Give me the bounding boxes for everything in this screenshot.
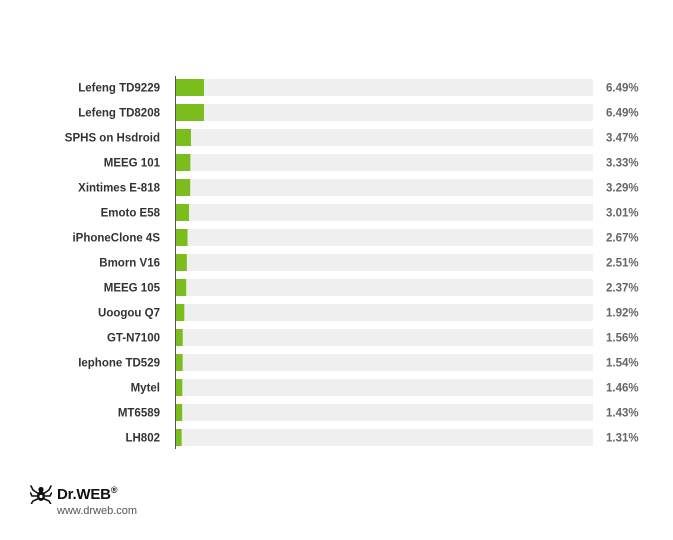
value-label: 1.46%: [606, 383, 639, 395]
bar: [176, 304, 185, 321]
category-label: Mytel: [131, 383, 160, 395]
category-label: MEEG 101: [104, 158, 161, 170]
category-label: Lefeng TD9229: [78, 83, 160, 95]
value-label: 2.67%: [606, 233, 639, 245]
bar: [176, 329, 183, 346]
bar-track: [176, 204, 593, 221]
category-label: SPHS on Hsdroid: [65, 133, 160, 145]
value-label: 1.92%: [606, 308, 639, 320]
category-label: MT6589: [118, 408, 160, 420]
category-label: Xintimes E-818: [78, 183, 160, 195]
value-label: 1.31%: [606, 433, 639, 445]
bar-track: [176, 129, 593, 146]
value-label: 3.47%: [606, 133, 639, 145]
bar-track: [176, 179, 593, 196]
value-label: 6.49%: [606, 83, 639, 95]
bar-track: [176, 279, 593, 296]
category-label: Uoogou Q7: [98, 308, 160, 320]
value-label: 6.49%: [606, 108, 639, 120]
bar: [176, 379, 183, 396]
bar: [176, 354, 183, 371]
bar-track: [176, 229, 593, 246]
bar-track: [176, 154, 593, 171]
bar-track: [176, 329, 593, 346]
bar: [176, 154, 191, 171]
category-label: Bmorn V16: [99, 258, 160, 270]
brand-name: Dr.WEB®: [57, 485, 118, 503]
bar: [176, 404, 183, 421]
value-labels: 6.49% 6.49% 3.47% 3.33% 3.29% 3.01% 2.67% 2.51%…: [606, 83, 639, 445]
value-label: 2.51%: [606, 258, 639, 270]
bar: [176, 229, 188, 246]
bar-track: [176, 79, 593, 96]
brand-url: www.drweb.com: [57, 505, 138, 517]
bar: [176, 254, 187, 271]
bar: [176, 104, 204, 121]
category-label: Iephone TD529: [78, 358, 160, 370]
bar: [176, 79, 204, 96]
value-label: 3.33%: [606, 158, 639, 170]
value-label: 1.54%: [606, 358, 639, 370]
category-label: Lefeng TD8208: [78, 108, 160, 120]
bar-track: [176, 104, 593, 121]
category-label: MEEG 105: [104, 283, 161, 295]
bar-track: [176, 254, 593, 271]
value-label: 2.37%: [606, 283, 639, 295]
bar: [176, 129, 191, 146]
bars: [176, 79, 204, 446]
drweb-logo: Dr.WEB®: [30, 484, 117, 504]
bar: [176, 179, 191, 196]
bar-tracks: [176, 79, 593, 446]
value-label: 3.29%: [606, 183, 639, 195]
category-label: LH802: [125, 433, 160, 445]
value-label: 1.56%: [606, 333, 639, 345]
value-label: 3.01%: [606, 208, 639, 220]
bar-track: [176, 404, 593, 421]
spider-icon: [30, 485, 52, 504]
bar: [176, 279, 187, 296]
bar: [176, 204, 189, 221]
category-labels: Lefeng TD9229 Lefeng TD8208 SPHS on Hsdroi…: [65, 83, 161, 445]
bar-track: [176, 379, 593, 396]
category-label: iPhoneClone 4S: [72, 233, 160, 245]
bar-track: [176, 429, 593, 446]
bar-track: [176, 304, 593, 321]
category-label: Emoto E58: [101, 208, 161, 220]
bar: [176, 429, 182, 446]
value-label: 1.43%: [606, 408, 639, 420]
category-label: GT-N7100: [107, 333, 160, 345]
bar-track: [176, 354, 593, 371]
